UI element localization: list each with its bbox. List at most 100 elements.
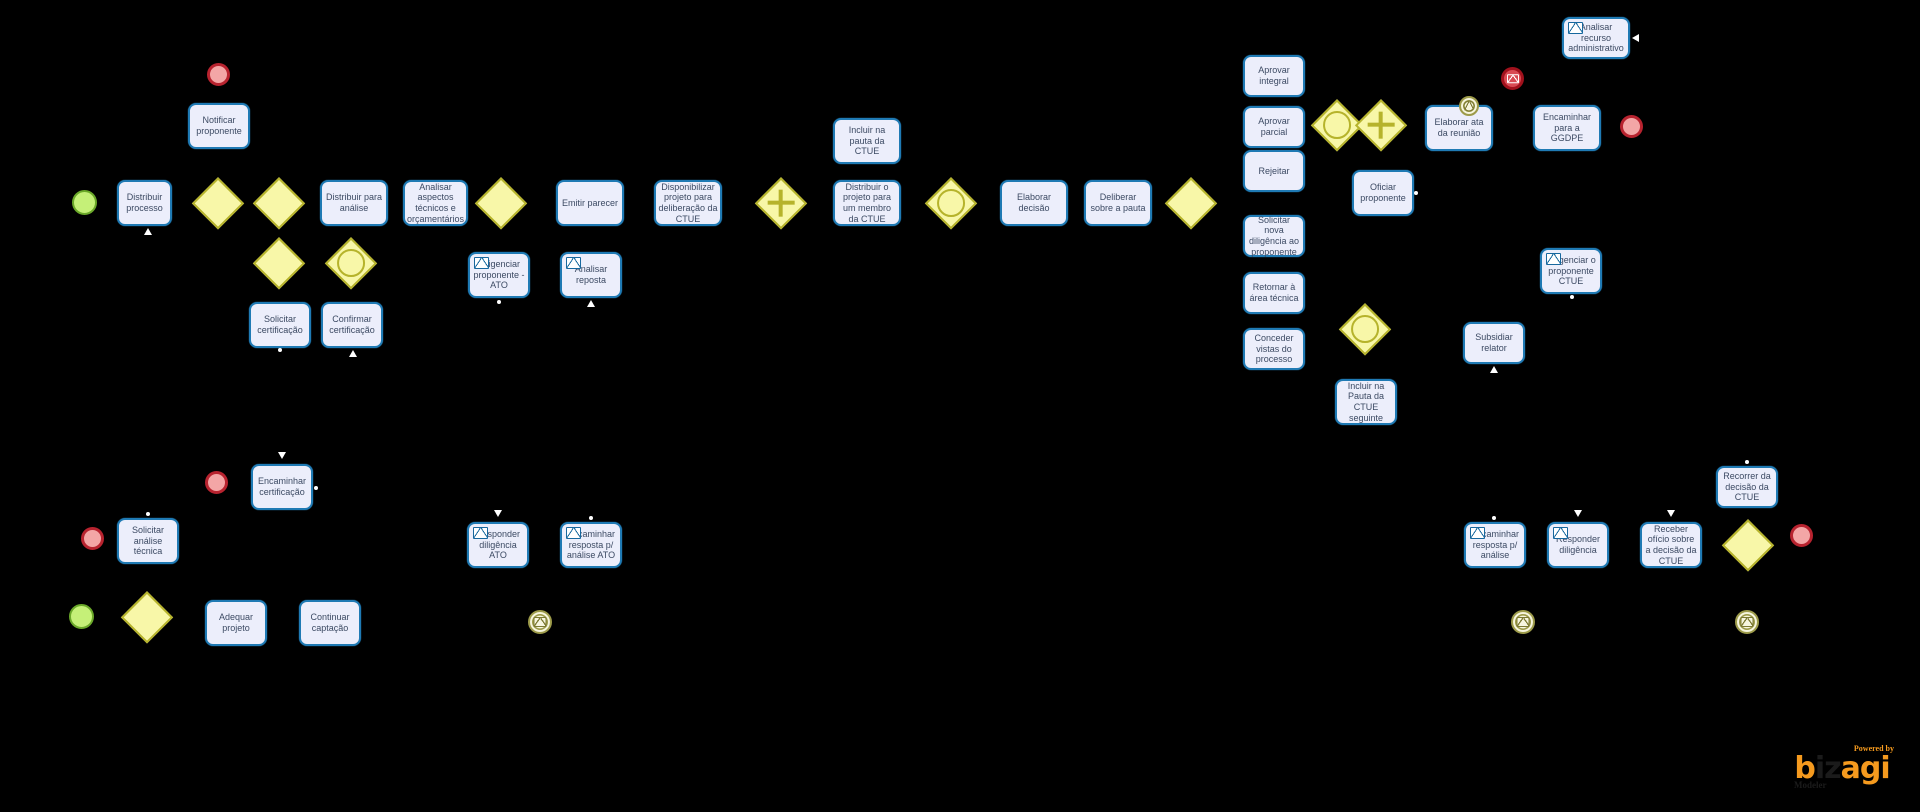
task-analisar-recurso-administrativo[interactable]: Analisar recurso administrativo [1562,17,1630,59]
task-solicitar-analise-tecnica-label: Solicitar análise técnica [131,525,164,557]
stub-responder-diligencia [1574,510,1582,517]
gateway-parallel-2[interactable] [1355,99,1407,151]
task-analisar-reposta[interactable]: Analisar reposta [560,252,622,298]
gateway-event-based-2[interactable] [325,237,377,289]
gateway-exclusive-1[interactable] [192,177,244,229]
envelope-icon [1553,527,1568,539]
end-event-encaminhar-certificacao[interactable] [205,471,228,494]
task-encaminhar-para-a-ggdpe[interactable]: Encaminhar para a GGDPE [1533,105,1601,151]
envelope-icon [533,617,547,627]
task-encaminhar-resposta-analise[interactable]: Encaminhar resposta p/ análise [1464,522,1526,568]
task-adequar-projeto[interactable]: Adequar projeto [205,600,267,646]
stub-encaminhar-certificacao-side [314,486,318,490]
task-solicitar-nova-diligencia[interactable]: Solicitar nova diligência ao proponente [1243,215,1305,257]
task-rejeitar[interactable]: Rejeitar [1243,150,1305,192]
gateway-event-based-3[interactable] [1311,99,1363,151]
end-event-message-recurso[interactable] [1501,67,1524,90]
task-analisar-reposta-label: Analisar reposta [574,264,608,285]
stub-distribuir-processo [144,228,152,235]
logo-brand-agi: agi [1840,751,1891,786]
task-deliberar-sobre-a-pauta[interactable]: Deliberar sobre a pauta [1084,180,1152,226]
intermediate-message-event-3[interactable] [1735,610,1759,634]
diamond-icon [325,237,377,289]
envelope-icon [1740,617,1754,627]
diamond-icon [121,591,173,643]
task-elaborar-ata-da-reuniao-label: Elaborar ata da reunião [1434,117,1484,138]
task-analisar-aspectos[interactable]: Analisar aspectos técnicos e orçamentári… [403,180,468,226]
task-disponibilizar-projeto[interactable]: Disponibilizar projeto para deliberação … [654,180,722,226]
task-emitir-parecer[interactable]: Emitir parecer [556,180,624,226]
gateway-exclusive-3[interactable] [475,177,527,229]
task-incluir-na-pauta-da-ctue[interactable]: Incluir na pauta da CTUE [833,118,901,164]
diamond-icon [1722,519,1774,571]
task-subsidiar-relator[interactable]: Subsidiar relator [1463,322,1525,364]
task-distribuir-processo[interactable]: Distribuir processo [117,180,172,226]
task-responder-diligencia-ato[interactable]: Responder diligência ATO [467,522,529,568]
task-confirmar-certificacao[interactable]: Confirmar certificação [321,302,383,348]
task-diligenciar-o-proponente-ctue[interactable]: Diligenciar o proponente CTUE [1540,248,1602,294]
start-event[interactable] [72,190,97,215]
intermediate-message-event-2[interactable] [1511,610,1535,634]
gateway-exclusive-5[interactable] [253,237,305,289]
task-aprovar-integral-label: Aprovar integral [1258,65,1290,86]
end-event-bottom-right[interactable] [1790,524,1813,547]
diamond-icon [1355,99,1407,151]
task-disponibilizar-projeto-label: Disponibilizar projeto para deliberação … [658,181,718,224]
diamond-icon [1165,177,1217,229]
end-event-notificar[interactable] [207,63,230,86]
gateway-exclusive-2[interactable] [253,177,305,229]
task-confirmar-certificacao-label: Confirmar certificação [329,314,375,335]
task-subsidiar-relator-label: Subsidiar relator [1475,332,1513,353]
task-responder-diligencia[interactable]: Responder diligência [1547,522,1609,568]
stub-analisar-reposta [587,300,595,307]
end-event-solicitar-analise[interactable] [81,527,104,550]
envelope-icon [474,257,489,269]
task-responder-diligencia-label: Responder diligência [1555,534,1601,555]
task-elaborar-decisao[interactable]: Elaborar decisão [1000,180,1068,226]
gateway-parallel-1[interactable] [755,177,807,229]
task-incluir-na-pauta-da-ctue-seguinte[interactable]: Incluir na Pauta da CTUE seguinte [1335,379,1397,425]
task-solicitar-analise-tecnica[interactable]: Solicitar análise técnica [117,518,179,564]
intermediate-message-event-1[interactable] [528,610,552,634]
task-continuar-captacao[interactable]: Continuar captação [299,600,361,646]
gateway-exclusive-4[interactable] [1165,177,1217,229]
task-retornar-area-tecnica[interactable]: Retornar à área técnica [1243,272,1305,314]
stub-analisar-recurso [1632,34,1639,42]
task-diligenciar-proponente-ato[interactable]: Diligenciar proponente - ATO [468,252,530,298]
task-solicitar-certificacao[interactable]: Solicitar certificação [249,302,311,348]
gateway-event-based-1[interactable] [925,177,977,229]
task-encaminhar-resposta-analise-ato[interactable]: Encaminhar resposta p/ análise ATO [560,522,622,568]
stub-diligenciar-ato [497,300,501,304]
task-aprovar-parcial[interactable]: Aprovar parcial [1243,106,1305,148]
task-oficiar-proponente[interactable]: Oficiar proponente [1352,170,1414,216]
stub-oficiar-proponente [1414,191,1418,195]
task-notificar-proponente[interactable]: Notificar proponente [188,103,250,149]
task-encaminhar-certificacao[interactable]: Encaminhar certificação [251,464,313,510]
bizagi-logo: Powered by bizagi Modeler [1786,745,1898,790]
logo-brand-iz: iz [1814,751,1842,786]
task-receber-oficio-decisao-ctue[interactable]: Receber ofício sobre a decisão da CTUE [1640,522,1702,568]
task-recorrer-da-decisao-da-ctue[interactable]: Recorrer da decisão da CTUE [1716,466,1778,508]
gateway-exclusive-bottom-right[interactable] [1722,519,1774,571]
gateway-exclusive-bottom[interactable] [121,591,173,643]
diamond-icon [755,177,807,229]
envelope-icon [1516,617,1530,627]
stub-diligenciar-ctue [1570,295,1574,299]
task-solicitar-nova-diligencia-label: Solicitar nova diligência ao proponente [1248,214,1300,257]
end-event-ggdpe[interactable] [1620,115,1643,138]
stub-receber-oficio [1667,510,1675,517]
task-distribuir-para-analise[interactable]: Distribuir para análise [320,180,388,226]
task-aprovar-parcial-label: Aprovar parcial [1258,116,1290,137]
task-aprovar-integral[interactable]: Aprovar integral [1243,55,1305,97]
task-elaborar-ata-da-reuniao[interactable]: Elaborar ata da reunião [1425,105,1493,151]
envelope-icon [566,257,581,269]
start-event-bottom[interactable] [69,604,94,629]
task-deliberar-sobre-a-pauta-label: Deliberar sobre a pauta [1090,192,1146,213]
gateway-event-based-4[interactable] [1339,303,1391,355]
task-distribuir-projeto-membro[interactable]: Distribuir o projeto para um membro da C… [833,180,901,226]
stub-encaminhar-certificacao-top [278,452,286,459]
intermediate-timer-event[interactable] [1459,96,1479,116]
stub-recorrer-decisao [1745,460,1749,464]
envelope-icon [1470,527,1485,539]
task-conceder-vistas-do-processo[interactable]: Conceder vistas do processo [1243,328,1305,370]
